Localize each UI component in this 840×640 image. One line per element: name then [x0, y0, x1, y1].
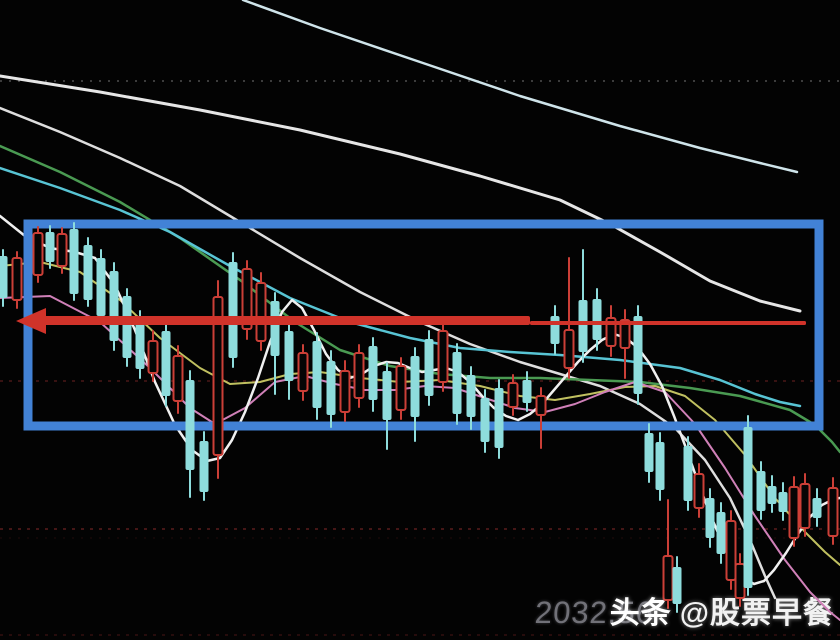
candle-down-solid	[228, 262, 238, 358]
candle-up-hollow	[395, 365, 407, 411]
candle-down-solid	[312, 341, 322, 408]
candle-down-solid	[655, 442, 665, 490]
candle-down-solid	[185, 380, 195, 470]
ma-long-pale-cyan	[241, 0, 799, 174]
arrow-head	[16, 308, 46, 334]
candle-up-hollow	[535, 395, 547, 416]
candle-down-solid	[683, 446, 693, 501]
candle-down-solid	[284, 331, 294, 381]
candle-up-hollow	[297, 352, 309, 392]
candle-up-hollow	[339, 370, 351, 413]
candle-down-solid	[368, 346, 378, 400]
candle-down-solid	[0, 256, 8, 298]
candle-down-solid	[550, 316, 560, 344]
candle-down-solid	[199, 441, 209, 492]
candle-up-hollow	[734, 563, 746, 599]
candle-down-solid	[69, 229, 79, 294]
candle-up-hollow	[11, 257, 23, 301]
candle-down-solid	[522, 380, 532, 403]
trend-arrow	[16, 308, 806, 334]
candle-down-solid	[466, 375, 476, 417]
ma-long-white-upper	[0, 74, 802, 313]
candle-up-hollow	[563, 329, 575, 369]
candle-down-solid	[161, 331, 171, 396]
candle-up-hollow	[172, 355, 184, 402]
arrow-tail	[530, 321, 806, 325]
candle-up-hollow	[619, 319, 631, 349]
candle-up-hollow	[693, 473, 705, 509]
candle-up-hollow	[255, 282, 267, 342]
candle-down-solid	[122, 296, 132, 358]
candle-down-solid	[382, 371, 392, 420]
candle-down-solid	[743, 427, 753, 588]
candle-down-solid	[410, 356, 420, 417]
candle-up-hollow	[788, 486, 800, 539]
candle-down-solid	[672, 567, 682, 604]
candle-down-solid	[83, 245, 93, 300]
candle-down-solid	[96, 258, 106, 316]
candle-up-hollow	[212, 296, 224, 456]
candle-down-solid	[494, 388, 504, 448]
candle-down-solid	[778, 492, 788, 512]
candle-down-solid	[109, 271, 119, 341]
arrow-band	[44, 316, 530, 325]
candle-down-solid	[767, 486, 777, 504]
candle-down-solid	[644, 433, 654, 472]
candle-up-hollow	[353, 352, 365, 399]
candle-up-hollow	[56, 233, 68, 267]
candle-down-solid	[270, 301, 280, 356]
candle-down-solid	[756, 471, 766, 511]
candle-up-hollow	[827, 487, 839, 537]
candle-down-solid	[592, 299, 602, 340]
candle-up-hollow	[507, 382, 519, 408]
candlestick-layer	[0, 222, 839, 613]
candle-down-solid	[135, 321, 145, 369]
candle-up-hollow	[437, 330, 449, 383]
candle-up-hollow	[662, 555, 674, 601]
candle-down-solid	[705, 498, 715, 538]
candle-down-solid	[424, 339, 434, 396]
candle-down-solid	[812, 498, 822, 518]
candle-down-solid	[633, 316, 643, 394]
candle-down-solid	[45, 232, 55, 262]
candle-up-hollow	[799, 483, 811, 529]
candle-up-hollow	[241, 268, 253, 330]
candle-down-solid	[452, 352, 462, 414]
candle-up-hollow	[147, 340, 159, 374]
candle-down-solid	[326, 361, 336, 415]
candle-down-solid	[480, 398, 490, 442]
candle-up-hollow	[32, 232, 44, 276]
candle-down-solid	[716, 512, 726, 554]
candle-up-hollow	[725, 520, 737, 581]
candle-down-solid	[578, 300, 588, 352]
ma-long-white-lower	[0, 106, 777, 600]
